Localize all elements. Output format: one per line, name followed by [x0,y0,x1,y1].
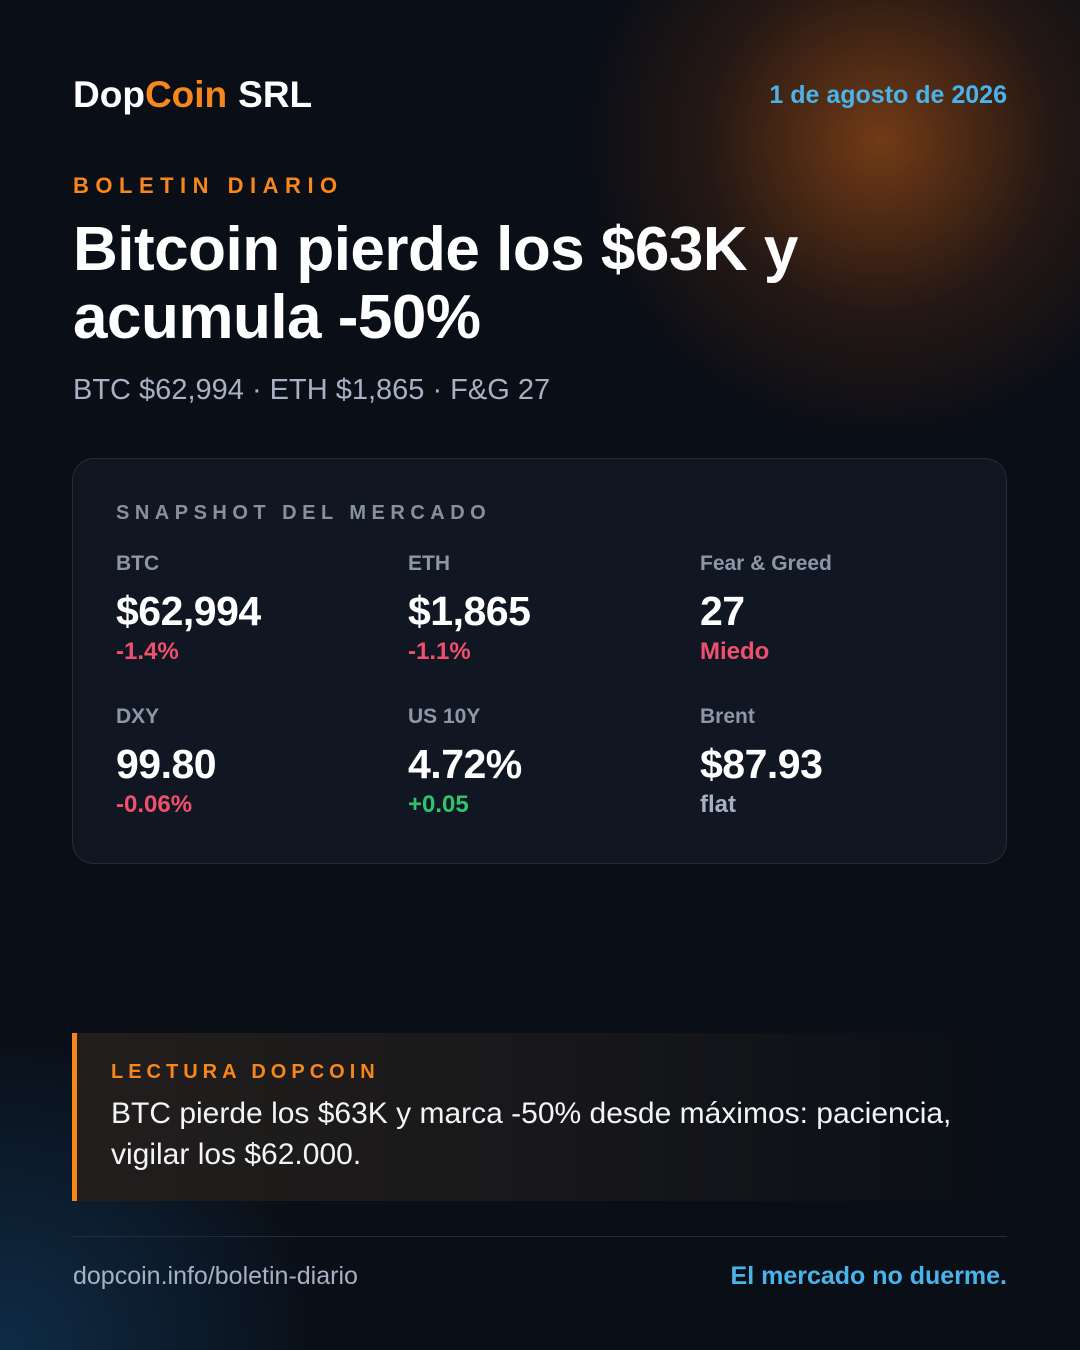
metric-change: -1.4% [116,638,179,665]
metric: ETH $1,865 -1.1% [408,552,688,666]
metric-change: flat [700,791,736,818]
metric-label: DXY [116,705,160,728]
metric: Fear & Greed 27 Miedo [700,552,980,666]
reading-label: LECTURA DOPCOIN [111,1061,380,1083]
metric-change: -1.1% [408,638,471,665]
metric-value: $87.93 [700,741,823,787]
metric-label: ETH [408,552,450,575]
headline: Bitcoin pierde los $63K y acumula -50% [73,215,798,352]
divider [72,1236,1007,1237]
metric-change: Miedo [700,638,770,665]
brand: DopCoin SRL [73,74,312,116]
metric-value: 4.72% [408,741,522,787]
metric-change: -0.06% [116,791,193,818]
reading-box: LECTURA DOPCOIN BTC pierde los $63K y ma… [72,1033,1007,1201]
brand-part: SRL [238,74,313,115]
metric-label: US 10Y [408,705,481,728]
metric-label: Brent [700,705,755,728]
metric: DXY 99.80 -0.06% [116,705,396,819]
metric-label: Fear & Greed [700,552,832,575]
metric-change: +0.05 [408,791,469,818]
metric-value: 27 [700,588,745,634]
metric: BTC $62,994 -1.4% [116,552,396,666]
metric-value: 99.80 [116,741,217,787]
metric: Brent $87.93 flat [700,705,980,819]
footer-url: dopcoin.info/boletin-diario [73,1262,358,1290]
reading-text: BTC pierde los $63K y marca -50% desde m… [111,1097,952,1171]
metric-value: $1,865 [408,588,531,634]
metric: US 10Y 4.72% +0.05 [408,705,688,819]
date: 1 de agosto de 2026 [769,81,1007,109]
snapshot-title: SNAPSHOT DEL MERCADO [116,502,492,524]
footer-tagline: El mercado no duerme. [730,1262,1007,1290]
kicker: BOLETIN DIARIO [73,173,344,198]
metric-label: BTC [116,552,160,575]
brand-part: Coin [144,74,228,115]
subline: BTC $62,994 · ETH $1,865 · F&G 27 [73,374,551,406]
snapshot-card: SNAPSHOT DEL MERCADO BTC $62,994 -1.4% ETH $… [72,458,1007,864]
brand-part: Dop [73,74,145,115]
metric-value: $62,994 [116,588,261,634]
